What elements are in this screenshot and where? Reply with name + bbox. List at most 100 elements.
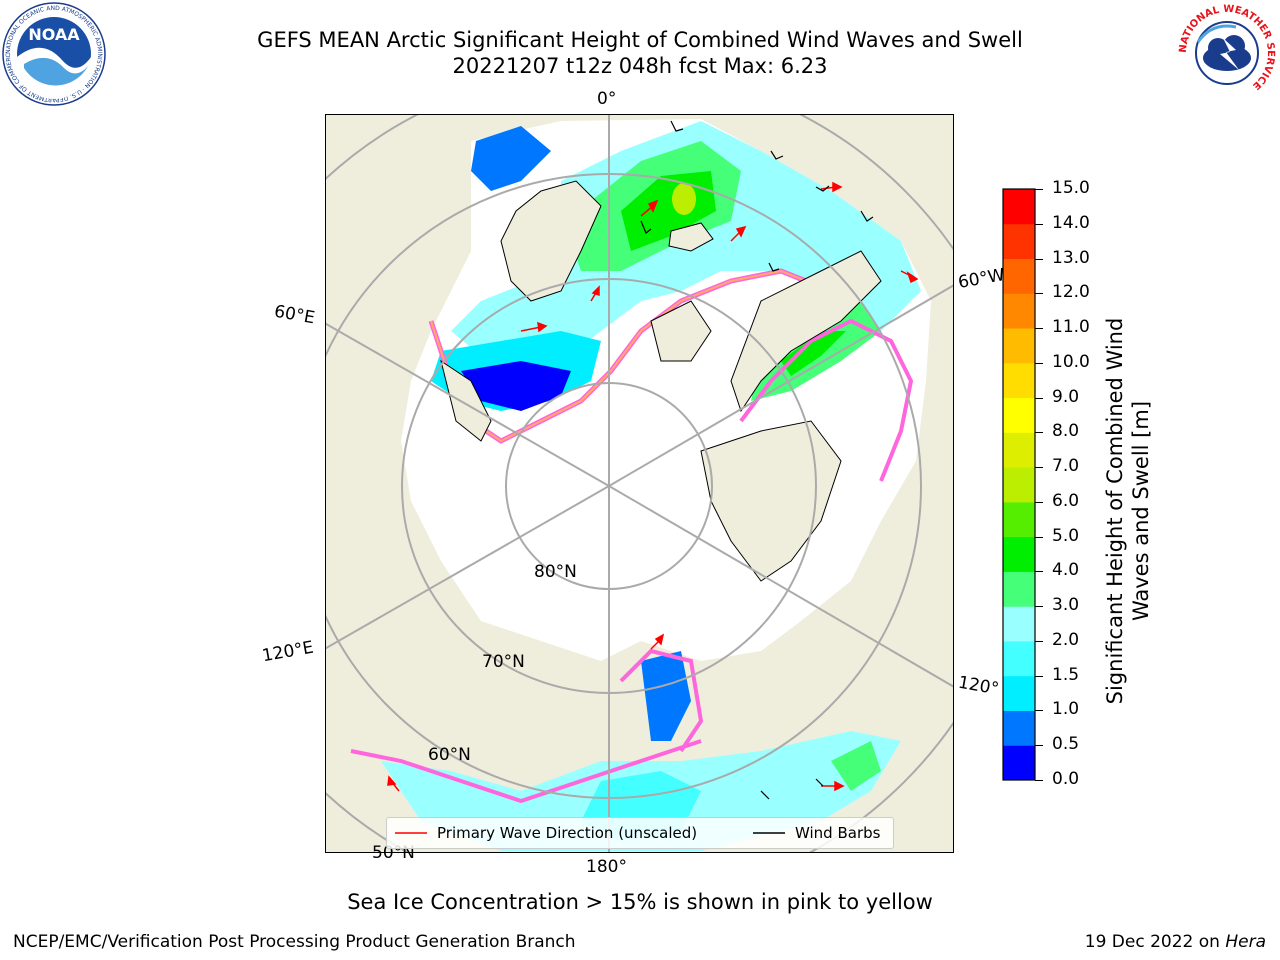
colorbar-segment	[1003, 293, 1035, 329]
land-svalbard	[650, 300, 712, 362]
sea-ice-edge-canada	[739, 318, 914, 482]
colorbar-tick-label: 13.0	[1052, 247, 1090, 268]
sea-ice-note: Sea Ice Concentration > 15% is shown in …	[347, 890, 933, 914]
colorbar-tick-label: 10.0	[1052, 351, 1090, 372]
footer-host: Hera	[1225, 932, 1266, 952]
land-scandinavia	[500, 180, 602, 302]
colorbar-segment	[1003, 223, 1035, 260]
colorbar-tick-mark	[1035, 640, 1043, 642]
legend-wind-barbs: Wind Barbs	[795, 824, 881, 842]
colorbar-tick-mark	[1035, 710, 1043, 712]
colorbar-segment	[1003, 606, 1035, 642]
nws-logo: NATIONAL WEATHER SERVICE	[1177, 3, 1277, 103]
colorbar-tick-mark	[1035, 780, 1043, 781]
colorbar-tick-label: 3.0	[1052, 595, 1080, 616]
meridian-label-120w: 120°	[956, 672, 1001, 700]
colorbar-tick-label: 14.0	[1052, 212, 1090, 233]
colorbar-frame	[1002, 188, 1036, 781]
wind-barbs	[640, 120, 874, 800]
meridian-60e	[326, 322, 610, 487]
parallel-label-80n: 80°N	[534, 562, 577, 582]
colorbar-segment	[1003, 710, 1035, 746]
colorbar-tick-mark	[1035, 675, 1043, 677]
colorbar-tick-mark	[1035, 432, 1043, 434]
colorbar-segment	[1003, 501, 1035, 538]
wave-field-chukchi	[641, 651, 691, 741]
colorbar-tick-mark	[1035, 397, 1043, 399]
colorbar-tick-mark	[1035, 362, 1043, 364]
wave-field-baffin-core	[781, 331, 846, 376]
colorbar-tick-mark	[1035, 258, 1043, 260]
sea-ice-edge-chukchi	[619, 648, 704, 753]
colorbar-tick-label: 4.0	[1052, 560, 1080, 581]
colorbar-segment	[1003, 397, 1035, 433]
polar-map	[326, 115, 953, 852]
map-panel	[325, 114, 954, 853]
colorbar-segment	[1003, 745, 1035, 781]
land-canada-arch	[700, 420, 842, 582]
meridian-60w	[608, 284, 953, 487]
meridian-120w	[608, 485, 953, 688]
colorbar-tick-label: 2.0	[1052, 629, 1080, 650]
land-novaya-zemlya	[440, 359, 492, 442]
chart-subtitle: 20221207 t12z 048h fcst Max: 6.23	[452, 54, 828, 78]
colorbar-tick-mark	[1035, 293, 1043, 295]
meridian-120e	[326, 485, 610, 650]
colorbar-tick-label: 5.0	[1052, 525, 1080, 546]
footer-branch: NCEP/EMC/Verification Post Processing Pr…	[13, 932, 576, 952]
wave-field-pacific-green	[831, 741, 881, 791]
colorbar-tick-label: 1.0	[1052, 699, 1080, 720]
chart-title: GEFS MEAN Arctic Significant Height of C…	[257, 28, 1023, 52]
meridian-label-120e: 120°E	[260, 637, 316, 667]
parallel-label-70n: 70°N	[482, 652, 525, 672]
colorbar-segment	[1003, 258, 1035, 294]
meridian-label-60e: 60°E	[272, 301, 317, 329]
colorbar-segment	[1003, 536, 1035, 572]
colorbar-segment	[1003, 675, 1035, 711]
footer-date: 19 Dec 2022 on Hera	[1085, 932, 1266, 952]
colorbar-segment	[1003, 328, 1035, 364]
colorbar-tick-label: 0.5	[1052, 734, 1080, 755]
colorbar	[1002, 188, 1036, 781]
colorbar-tick-mark	[1035, 189, 1043, 190]
parallel-label-60n: 60°N	[428, 745, 471, 765]
wave-field-baltic	[471, 126, 551, 191]
legend-wave-direction: Primary Wave Direction (unscaled)	[437, 824, 698, 842]
colorbar-tick-label: 1.5	[1052, 664, 1080, 685]
wave-field-barents-dark	[461, 361, 571, 411]
land-greenland	[730, 250, 882, 413]
footer-date-text: 19 Dec 2022 on	[1084, 932, 1226, 952]
wave-field-max	[672, 183, 696, 215]
colorbar-tick-label: 12.0	[1052, 282, 1090, 303]
colorbar-segment	[1003, 432, 1035, 468]
meridian-label-180: 180°	[586, 857, 627, 877]
colorbar-tick-label: 6.0	[1052, 490, 1080, 511]
colorbar-tick-mark	[1035, 328, 1043, 330]
wave-direction-arrows	[387, 181, 919, 792]
colorbar-tick-mark	[1035, 223, 1043, 225]
wave-direction-legend-line	[395, 832, 427, 834]
colorbar-label: Significant Height of Combined Wind Wave…	[1103, 317, 1153, 705]
graticule	[326, 115, 953, 852]
colorbar-segment	[1003, 467, 1035, 503]
colorbar-segment	[1003, 640, 1035, 677]
land-iceland	[668, 222, 714, 252]
colorbar-tick-mark	[1035, 536, 1043, 538]
noaa-logo-text: NOAA	[28, 25, 80, 44]
wind-barbs-legend-line	[753, 832, 785, 834]
colorbar-segment	[1003, 189, 1035, 225]
meridian-label-60w: 60°W	[956, 265, 1007, 293]
colorbar-tick-mark	[1035, 606, 1043, 608]
colorbar-tick-mark	[1035, 467, 1043, 469]
map-legend: Primary Wave Direction (unscaled) Wind B…	[386, 817, 894, 849]
meridian-label-0: 0°	[597, 89, 617, 109]
colorbar-tick-label: 7.0	[1052, 456, 1080, 477]
colorbar-segment	[1003, 571, 1035, 607]
colorbar-tick-label: 15.0	[1052, 178, 1090, 198]
noaa-logo: NATIONAL OCEANIC AND ATMOSPHERIC ADMINIS…	[2, 2, 106, 106]
sea-ice-edge-bering	[350, 739, 702, 804]
colorbar-tick-label: 11.0	[1052, 317, 1090, 338]
colorbar-tick-mark	[1035, 571, 1043, 573]
colorbar-segment	[1003, 362, 1035, 399]
colorbar-tick-mark	[1035, 501, 1043, 503]
